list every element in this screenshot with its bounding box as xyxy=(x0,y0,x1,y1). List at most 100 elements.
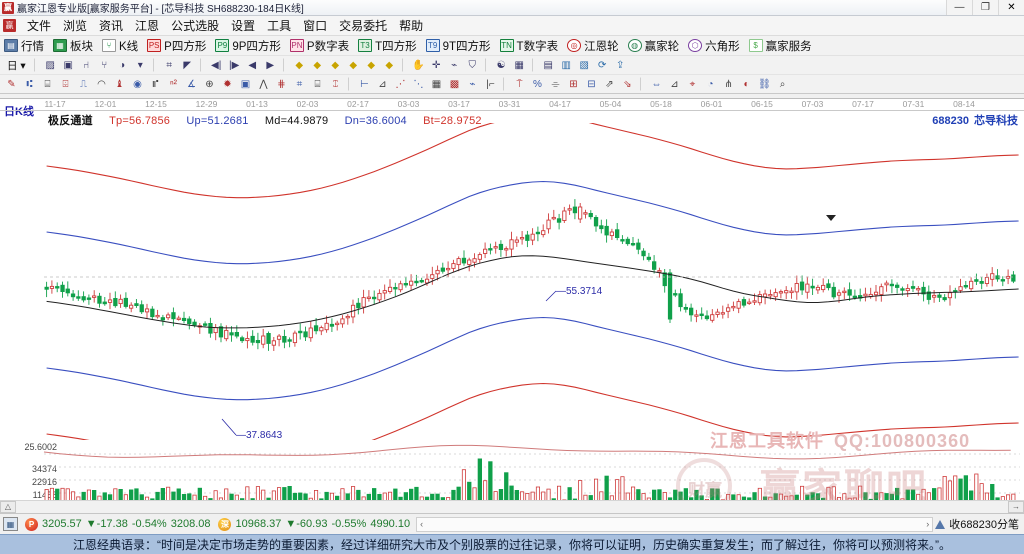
scroll-right-button[interactable]: → xyxy=(1008,501,1024,513)
spiral-icon[interactable]: ◠ xyxy=(97,78,106,90)
status-ticker-track[interactable]: ‹ › xyxy=(416,516,934,532)
measure-icon[interactable]: ⇔ xyxy=(651,78,662,90)
percent-grid-icon[interactable]: ⋕ xyxy=(277,78,286,90)
status-right-info[interactable]: 收688230分笔 xyxy=(935,516,1019,532)
parallel-icon[interactable]: % xyxy=(533,78,542,90)
first-page-icon[interactable]: ◀| xyxy=(211,59,222,71)
cycle-icon[interactable]: ◑ xyxy=(119,59,126,71)
angle-icon[interactable]: ∡ xyxy=(187,78,196,90)
clock-icon[interactable]: ◔ xyxy=(707,78,714,90)
toolbar-button-t9[interactable]: T9 9T四方形 xyxy=(425,38,491,54)
pitchfork-icon[interactable]: ⋱ xyxy=(413,78,424,90)
percent-icon[interactable]: ⊟ xyxy=(587,78,596,90)
grid1-icon[interactable]: ⌗ xyxy=(296,78,303,90)
crosshair-toggle-icon[interactable]: ⌗ xyxy=(166,59,173,71)
next-icon[interactable]: ▶ xyxy=(266,59,275,71)
save-icon[interactable]: ▧ xyxy=(579,59,589,71)
menu-item-file[interactable]: 文件 xyxy=(27,19,52,33)
diamond1-icon[interactable]: ◆ xyxy=(295,59,304,71)
link-icon[interactable]: ⛓ xyxy=(758,78,771,90)
menu-item-trade[interactable]: 交易委托 xyxy=(339,19,388,33)
retrace-icon[interactable]: ⊞ xyxy=(569,78,578,90)
target-icon[interactable]: ⊕ xyxy=(205,78,214,90)
menu-item-news[interactable]: 资讯 xyxy=(99,19,124,33)
rays-icon[interactable]: ⋰ xyxy=(395,78,406,90)
diamond4-icon[interactable]: ◆ xyxy=(349,59,358,71)
crosshair-icon[interactable]: ✛ xyxy=(432,59,441,71)
status-nav-prev[interactable]: ‹ xyxy=(420,519,424,529)
fan2-icon[interactable]: ⌹ xyxy=(62,78,69,90)
toolbar-button-ps[interactable]: PS P四方形 xyxy=(147,38,206,54)
report-icon[interactable]: ▥ xyxy=(561,59,571,71)
magnet-icon[interactable]: ⛉ xyxy=(468,59,476,71)
speed-icon[interactable]: ⊿ xyxy=(670,78,679,90)
menu-item-formula-select[interactable]: 公式选股 xyxy=(171,19,220,33)
toolbar-button-gann-wheel[interactable]: ◎ 江恩轮 xyxy=(567,38,619,54)
export-icon[interactable]: ⇪ xyxy=(616,59,625,71)
menu-item-help[interactable]: 帮助 xyxy=(399,19,424,33)
flag-icon[interactable]: ◤ xyxy=(183,59,192,71)
table2-icon[interactable]: ⍑ xyxy=(516,78,523,90)
toolbar-button-p9[interactable]: P9 9P四方形 xyxy=(215,38,281,54)
square-n2-icon[interactable]: ⁿ² xyxy=(170,78,177,90)
menu-item-gann[interactable]: 江恩 xyxy=(135,19,160,33)
andrews-icon[interactable]: ⋔ xyxy=(724,78,733,90)
rect-icon[interactable]: ⊿ xyxy=(378,78,387,90)
dropdown-icon[interactable]: ▾ xyxy=(137,59,143,71)
polygon-icon[interactable]: ▦ xyxy=(431,78,442,90)
period-selector[interactable]: 日 ▾ xyxy=(7,59,26,72)
close-button[interactable]: ✕ xyxy=(998,0,1024,15)
draw-line-icon[interactable]: ⌁ xyxy=(451,59,458,71)
toolbar-button-kline[interactable]: ⑂ K线 xyxy=(102,38,138,54)
pencil-icon[interactable]: ✎ xyxy=(7,78,16,90)
refresh-icon[interactable]: ⟳ xyxy=(598,59,607,71)
toolbar-button-tn[interactable]: TN T数字表 xyxy=(499,38,558,54)
magnify-icon[interactable]: ⌕ xyxy=(779,78,786,90)
menu-item-tools[interactable]: 工具 xyxy=(267,19,292,33)
star-icon[interactable]: ✹ xyxy=(223,78,232,90)
toolbar-button-hexagon[interactable]: ⬡ 六角形 xyxy=(688,38,740,54)
ruler-icon[interactable]: ⇘ xyxy=(623,78,632,90)
chart-scroll-strip[interactable]: △ → xyxy=(0,500,1024,513)
hand-icon[interactable]: ✋ xyxy=(411,59,425,71)
maximize-button[interactable]: ❐ xyxy=(972,0,998,15)
table-icon[interactable]: ▤ xyxy=(543,59,553,71)
chart-style-icon[interactable]: ▨ xyxy=(45,59,55,71)
matrix-icon[interactable]: |⌐ xyxy=(486,78,495,90)
trend-icon[interactable]: ▩ xyxy=(449,78,460,90)
circle-icon[interactable]: ◉ xyxy=(133,78,142,90)
brain-icon[interactable]: ☯ xyxy=(496,59,506,71)
hline-icon[interactable]: ⊢ xyxy=(360,78,369,90)
menu-item-window[interactable]: 窗口 xyxy=(303,19,328,33)
copy-icon[interactable]: ▣ xyxy=(63,59,73,71)
calendar-icon[interactable]: ▦ xyxy=(514,59,524,71)
menu-item-settings[interactable]: 设置 xyxy=(231,19,256,33)
last-page-icon[interactable]: |▶ xyxy=(229,59,240,71)
toolbar-button-pn[interactable]: PN P数字表 xyxy=(289,38,349,54)
scroll-left-button[interactable]: △ xyxy=(0,501,16,513)
minimize-button[interactable]: — xyxy=(946,0,972,15)
prev-icon[interactable]: ◀ xyxy=(248,59,257,71)
extend-icon[interactable]: ⌖ xyxy=(689,78,696,90)
status-nav-next[interactable]: › xyxy=(926,519,930,529)
fork-icon[interactable]: ⑆ xyxy=(26,78,33,90)
ratio-icon[interactable]: ⇗ xyxy=(605,78,614,90)
fan1-icon[interactable]: ⌸ xyxy=(44,78,51,90)
status-grid-icon[interactable]: ▦ xyxy=(3,517,18,531)
fibonacci-icon[interactable]: ⎍ xyxy=(80,78,87,90)
overlay-icon[interactable]: ⑂ xyxy=(101,59,108,71)
toolbar-button-winner-wheel[interactable]: ◍ 赢家轮 xyxy=(627,38,679,54)
toolbar-button-service[interactable]: $ 赢家服务 xyxy=(748,38,812,54)
box-icon[interactable]: ▣ xyxy=(240,78,251,90)
menu-item-browse[interactable]: 浏览 xyxy=(63,19,88,33)
levels-icon[interactable]: ⌯ xyxy=(551,78,560,90)
grid2-icon[interactable]: ⌸ xyxy=(314,78,321,90)
diamond2-icon[interactable]: ◆ xyxy=(313,59,322,71)
wave-icon[interactable]: ⋀ xyxy=(259,78,268,90)
compare-icon[interactable]: ⑁ xyxy=(83,59,90,71)
price-chart-canvas[interactable] xyxy=(0,123,1024,529)
grid3-icon[interactable]: ⑄ xyxy=(332,78,339,90)
cycle2-icon[interactable]: ◐ xyxy=(743,78,750,90)
zigzag-icon[interactable]: ⌁ xyxy=(469,78,476,90)
gann-icon[interactable]: ♝ xyxy=(115,78,124,90)
